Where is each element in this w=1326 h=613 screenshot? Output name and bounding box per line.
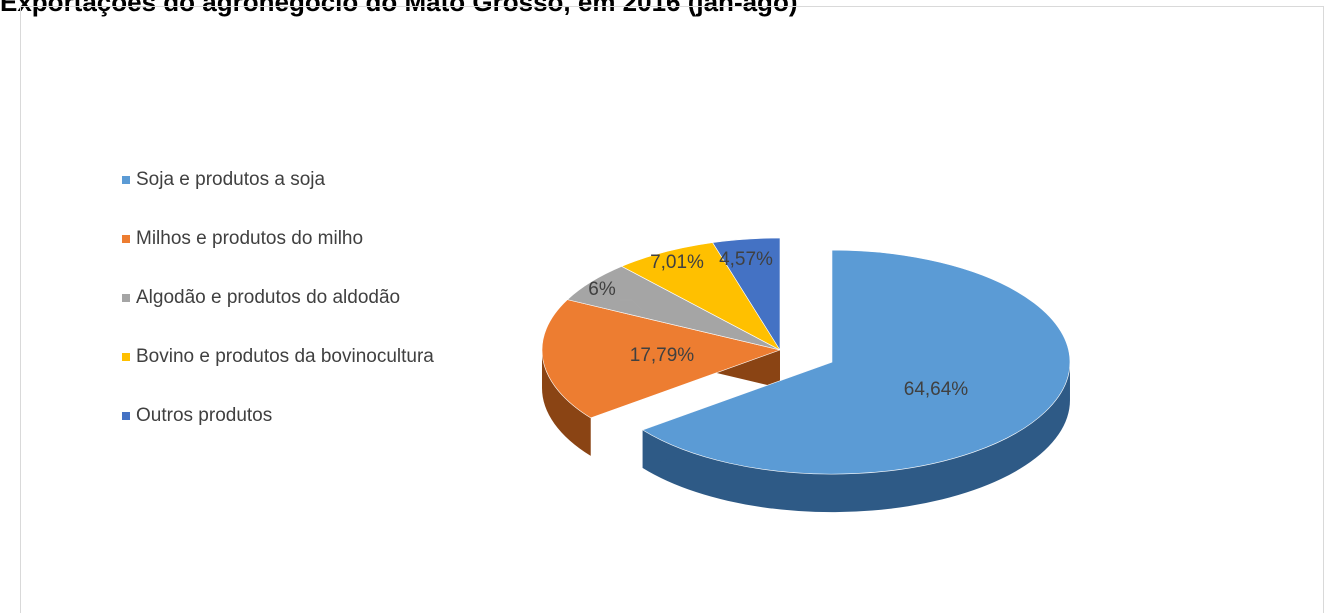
data-label: 7,01% xyxy=(650,252,704,273)
legend-label: Outros produtos xyxy=(136,405,273,426)
legend-label: Milhos e produtos do milho xyxy=(136,228,364,249)
legend-label: Algodão e produtos do aldodão xyxy=(136,287,401,308)
legend-item: Milhos e produtos do milho xyxy=(122,225,434,253)
legend-swatch xyxy=(122,412,130,420)
data-label: 4,57% xyxy=(719,249,773,270)
leader-line xyxy=(620,299,644,312)
legend-item: Outros produtos xyxy=(122,402,434,430)
pie-slice-side xyxy=(642,362,1070,513)
pie-slice xyxy=(712,237,781,352)
legend-item: Soja e produtos a soja xyxy=(122,166,434,194)
legend-swatch xyxy=(122,176,130,184)
legend-swatch xyxy=(122,353,130,361)
data-label: 64,64% xyxy=(904,379,969,400)
legend-item: Bovino e produtos da bovinocultura xyxy=(122,343,434,371)
pie-slice xyxy=(541,299,782,419)
legend-item: Algodão e produtos do aldodão xyxy=(122,284,434,312)
pie-slice xyxy=(621,242,781,351)
legend-label: Bovino e produtos da bovinocultura xyxy=(136,346,434,367)
legend: Soja e produtos a soja Milhos e produtos… xyxy=(122,166,434,461)
chart-title: Exportações do agronegócio do Mato Gross… xyxy=(0,0,798,17)
legend-label: Soja e produtos a soja xyxy=(136,169,326,190)
pie-slice xyxy=(642,249,1071,475)
legend-swatch xyxy=(122,235,130,243)
data-label: 6% xyxy=(588,279,616,300)
legend-swatch xyxy=(122,294,130,302)
pie-slice-side xyxy=(542,350,591,456)
chart-border xyxy=(20,6,1324,613)
data-label: 17,79% xyxy=(630,345,695,366)
